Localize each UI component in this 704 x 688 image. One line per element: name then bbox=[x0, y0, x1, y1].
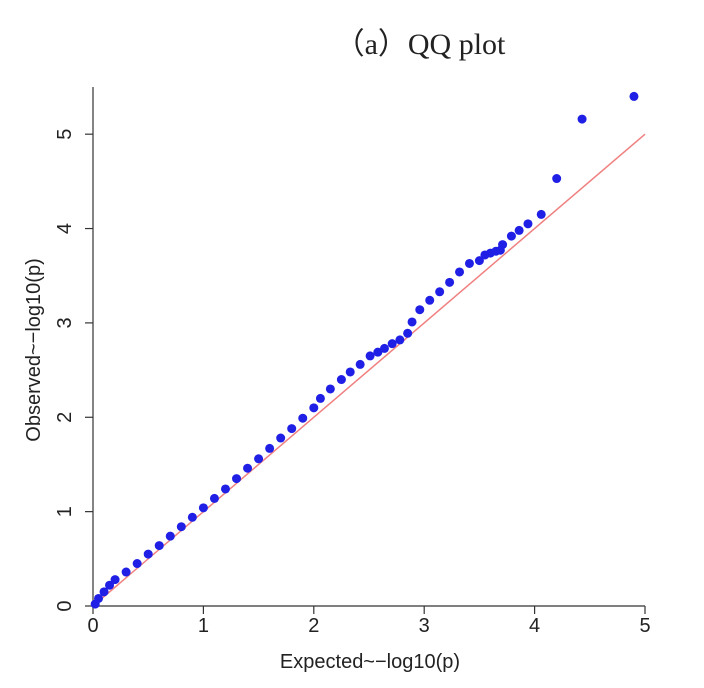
point bbox=[336, 375, 346, 385]
x-tick-label: 0 bbox=[87, 615, 98, 637]
point bbox=[506, 231, 516, 241]
point bbox=[379, 343, 389, 353]
point bbox=[154, 541, 164, 551]
x-axis-label: Expected~−log10(p) bbox=[280, 651, 460, 673]
point bbox=[187, 512, 197, 522]
x-tick-label: 5 bbox=[639, 615, 650, 637]
point bbox=[94, 593, 104, 603]
point bbox=[373, 347, 383, 357]
y-tick-label: 4 bbox=[54, 223, 76, 234]
point bbox=[407, 317, 417, 327]
point bbox=[498, 240, 508, 250]
x-tick-label: 3 bbox=[419, 615, 430, 637]
point bbox=[99, 587, 109, 597]
point bbox=[143, 549, 153, 559]
point bbox=[514, 225, 524, 235]
point bbox=[552, 174, 562, 184]
y-tick-label: 1 bbox=[54, 506, 76, 517]
point bbox=[464, 258, 474, 268]
point bbox=[365, 351, 375, 361]
y-tick-label: 3 bbox=[54, 317, 76, 328]
point bbox=[415, 305, 425, 315]
point bbox=[298, 413, 308, 423]
point bbox=[523, 219, 533, 229]
point bbox=[276, 433, 286, 443]
chart-title: （a）QQ plot bbox=[335, 28, 506, 61]
y-tick-label: 5 bbox=[54, 129, 76, 140]
point bbox=[474, 256, 484, 266]
point bbox=[395, 335, 405, 345]
y-tick-label: 0 bbox=[54, 600, 76, 611]
point bbox=[435, 287, 445, 297]
point bbox=[176, 522, 186, 532]
point bbox=[355, 359, 365, 369]
x-tick-label: 2 bbox=[308, 615, 319, 637]
point bbox=[309, 403, 319, 413]
x-tick-label: 4 bbox=[529, 615, 540, 637]
point bbox=[629, 91, 639, 101]
point bbox=[265, 443, 275, 453]
y-tick-label: 2 bbox=[54, 412, 76, 423]
point bbox=[325, 384, 335, 394]
point bbox=[455, 267, 465, 277]
point bbox=[403, 328, 413, 338]
point bbox=[209, 493, 219, 503]
point bbox=[315, 393, 325, 403]
point bbox=[110, 575, 120, 585]
x-tick-label: 1 bbox=[198, 615, 209, 637]
point bbox=[121, 567, 131, 577]
reference-line bbox=[92, 133, 646, 607]
point bbox=[220, 484, 230, 494]
point bbox=[232, 474, 242, 484]
point bbox=[254, 454, 264, 464]
y-axis-label: Observed~−log10(p) bbox=[23, 258, 45, 441]
point bbox=[132, 559, 142, 569]
point bbox=[105, 580, 115, 590]
point bbox=[198, 503, 208, 513]
point bbox=[345, 367, 355, 377]
point bbox=[287, 424, 297, 434]
point bbox=[387, 339, 397, 349]
point bbox=[243, 463, 253, 473]
point bbox=[445, 277, 455, 287]
point bbox=[577, 114, 587, 124]
point bbox=[165, 531, 175, 541]
point bbox=[536, 209, 546, 219]
point bbox=[425, 295, 435, 305]
